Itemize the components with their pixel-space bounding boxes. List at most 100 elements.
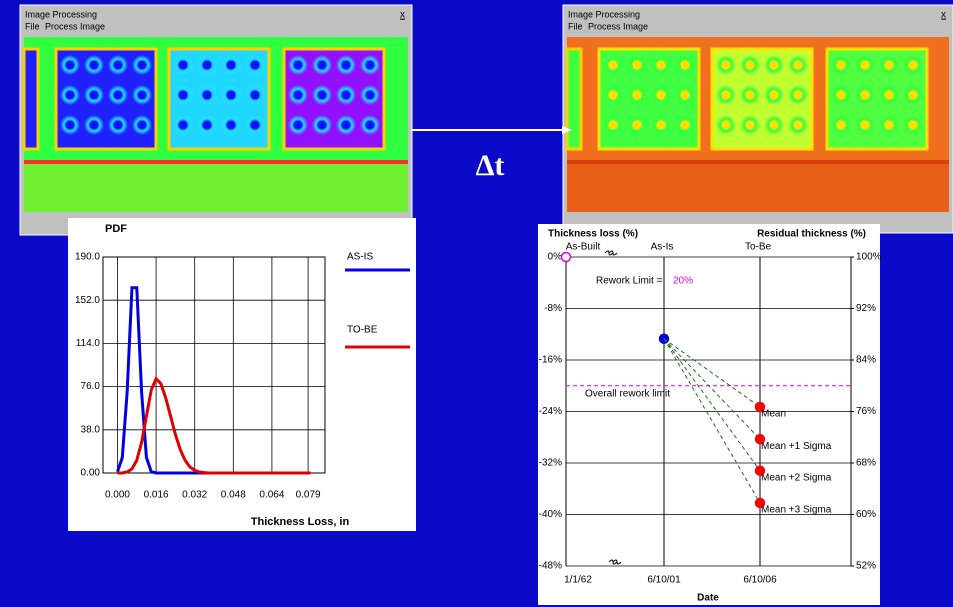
y2-tick-label: 52%: [856, 561, 876, 572]
thermal-hole: [879, 55, 899, 75]
thermal-hole: [336, 85, 356, 105]
window-close: x: [400, 10, 405, 21]
point-label: Mean: [761, 409, 786, 420]
thermal-hole: [675, 55, 695, 75]
chart-panel: [538, 224, 880, 605]
thermal-hole: [173, 115, 193, 135]
y-tick-label: 114.0: [76, 338, 101, 349]
thermal-hole: [288, 115, 308, 135]
window-title: Image Processing: [568, 9, 640, 19]
chart-title: PDF: [105, 223, 127, 235]
thermal-hole: [197, 85, 217, 105]
thermal-edge: [24, 160, 408, 164]
thermal-panel: [567, 49, 581, 149]
thermal-hole: [288, 55, 308, 75]
thermal-hole: [603, 55, 623, 75]
y-tick-label: 0.00: [81, 468, 101, 479]
thermal-hole: [855, 85, 875, 105]
thermal-hole: [716, 85, 736, 105]
thermal-hole: [245, 55, 265, 75]
thermal-hole: [788, 55, 808, 75]
top-label: To-Be: [745, 242, 772, 253]
x-axis-label: Thickness Loss, in: [251, 516, 350, 528]
x-axis-label: Date: [697, 593, 719, 604]
slide: Image ProcessingxFileProcess ImageImage …: [0, 0, 953, 607]
thermal-hole: [651, 115, 671, 135]
x-tick-label: 6/10/06: [743, 575, 777, 586]
thermal-band: [24, 162, 408, 212]
thermal-hole: [60, 55, 80, 75]
point-label: Mean +1 Sigma: [761, 441, 832, 452]
point-label: Mean +2 Sigma: [761, 472, 832, 483]
thermal-hole: [675, 115, 695, 135]
thermal-hole: [132, 115, 152, 135]
thermal-hole: [627, 115, 647, 135]
thermal-hole: [288, 85, 308, 105]
thermal-hole: [336, 115, 356, 135]
thermal-hole: [716, 55, 736, 75]
thermal-hole: [245, 115, 265, 135]
thermal-hole: [197, 115, 217, 135]
y-tick-label: 38.0: [81, 424, 101, 435]
thermal-hole: [84, 55, 104, 75]
y-axis-label: Thickness loss (%): [548, 229, 638, 240]
thermal-hole: [108, 85, 128, 105]
thermal-hole: [603, 85, 623, 105]
thermal-hole: [855, 55, 875, 75]
thermal-hole: [312, 85, 332, 105]
thermal-hole: [831, 85, 851, 105]
thermal-hole: [788, 115, 808, 135]
legend-label: AS-IS: [347, 252, 373, 263]
rework-limit-label: Overall rework limit: [585, 388, 670, 399]
thermal-hole: [108, 55, 128, 75]
x-tick-label: 0.000: [105, 490, 130, 501]
thermal-hole: [108, 115, 128, 135]
thermal-edge: [567, 160, 949, 164]
point-label: Mean +3 Sigma: [761, 505, 832, 516]
thermal-hole: [360, 55, 380, 75]
y-tick-label: -32%: [539, 458, 562, 469]
annotation: Rework Limit =: [596, 276, 663, 287]
thermal-hole: [764, 115, 784, 135]
x-tick-label: 0.048: [221, 490, 246, 501]
thermal-hole: [740, 85, 760, 105]
thermal-hole: [831, 115, 851, 135]
thermal-hole: [903, 55, 923, 75]
thermal-hole: [336, 55, 356, 75]
x-tick-label: 0.064: [259, 490, 284, 501]
annotation-value: 20%: [673, 276, 693, 287]
thermal-hole: [627, 55, 647, 75]
menu-item: Process Image: [45, 21, 105, 31]
thermal-hole: [173, 55, 193, 75]
page: Image ProcessingxFileProcess ImageImage …: [0, 0, 953, 607]
thermal-hole: [675, 85, 695, 105]
y-tick-label: 76.0: [81, 381, 101, 392]
chart-panel: [68, 218, 416, 531]
x-tick-label: 0.079: [296, 490, 321, 501]
thermal-hole: [740, 55, 760, 75]
thermal-hole: [764, 55, 784, 75]
thermal-hole: [831, 55, 851, 75]
y-tick-label: -16%: [539, 355, 562, 366]
thermal-band: [567, 162, 949, 212]
y2-tick-label: 60%: [856, 509, 876, 520]
thermal-hole: [879, 115, 899, 135]
thermal-hole: [651, 85, 671, 105]
thermal-hole: [312, 55, 332, 75]
y-tick-label: 152.0: [75, 295, 100, 306]
thermal-hole: [221, 55, 241, 75]
legend-label: TO-BE: [347, 325, 378, 336]
y2-axis-label: Residual thickness (%): [757, 229, 866, 240]
thermal-hole: [716, 115, 736, 135]
y2-tick-label: 68%: [856, 458, 876, 469]
thermal-hole: [221, 85, 241, 105]
x-tick-label: 6/10/01: [647, 575, 681, 586]
window-close: x: [941, 10, 946, 21]
thermal-hole: [132, 55, 152, 75]
menu-item: Process Image: [588, 21, 648, 31]
y-tick-label: -24%: [539, 406, 562, 417]
y-tick-label: -40%: [539, 509, 562, 520]
thermal-hole: [221, 115, 241, 135]
y2-tick-label: 76%: [856, 406, 876, 417]
delta-label: Δt: [476, 149, 505, 182]
